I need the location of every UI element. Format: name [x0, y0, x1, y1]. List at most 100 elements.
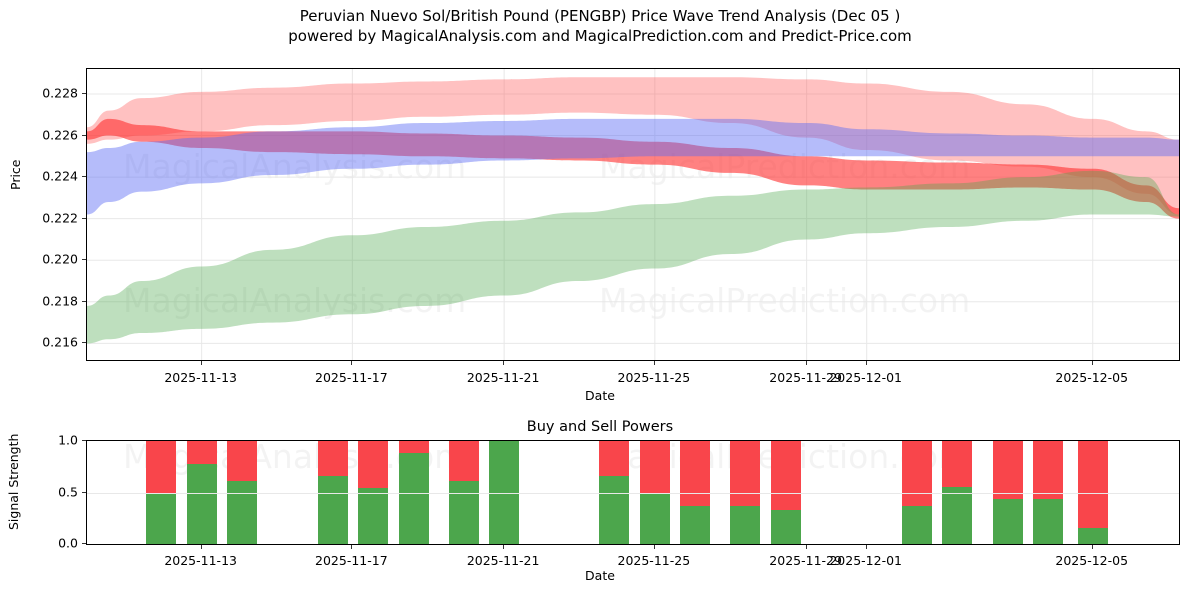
sell-power-segment [186, 441, 217, 464]
price-y-tick: 0.226 [42, 127, 78, 142]
sell-power-segment [639, 441, 670, 494]
buy-power-segment [942, 487, 973, 544]
price-y-tickmark [82, 300, 86, 302]
sell-power-segment [146, 441, 177, 493]
sell-power-segment [358, 441, 389, 489]
signal-x-tick-labels: 2025-11-13 2025-11-17 2025-11-21 2025-11-25… [0, 545, 1200, 575]
price-wave-bands [87, 69, 1179, 360]
buy-power-segment [448, 481, 479, 544]
signal-bar [680, 441, 711, 544]
signal-bar [358, 441, 389, 544]
signal-bar [730, 441, 761, 544]
price-x-tick: 2025-11-29 [769, 370, 842, 385]
buy-power-segment [186, 463, 217, 544]
price-y-tickmark [82, 342, 86, 344]
signal-x-tick: 2025-11-13 [164, 553, 237, 568]
price-x-tickmark [200, 361, 202, 365]
price-x-tickmark [653, 361, 655, 365]
signal-chart-area: MagicalAnalysis.com MagicalPrediction.co… [86, 440, 1180, 545]
sell-power-segment [317, 441, 348, 477]
price-y-tickmark [82, 217, 86, 219]
signal-bar [186, 441, 217, 544]
signal-y-tickmark [82, 543, 86, 544]
buy-power-segment [730, 505, 761, 544]
signal-bar [1077, 441, 1108, 544]
signal-x-tick: 2025-11-25 [617, 553, 691, 568]
page-subtitle: powered by MagicalAnalysis.com and Magic… [288, 27, 912, 45]
signal-bar [1032, 441, 1063, 544]
signal-bar [398, 441, 429, 544]
signal-y-tick-labels: 0.0 0.5 1.0 [0, 433, 78, 551]
price-y-tick: 0.224 [42, 168, 78, 184]
signal-x-tickmark [865, 545, 867, 549]
signal-bar [227, 441, 258, 544]
price-x-tick: 2025-11-21 [466, 370, 540, 385]
signal-bar [992, 441, 1023, 544]
signal-x-tickmark [200, 545, 202, 549]
sell-power-segment [1077, 441, 1108, 528]
buy-power-segment [398, 453, 429, 544]
page-title: Peruvian Nuevo Sol/British Pound (PENGBP… [299, 7, 901, 25]
signal-bar [317, 441, 348, 544]
price-x-tickmark [351, 361, 353, 365]
price-x-tick: 2025-11-25 [617, 370, 691, 385]
sell-power-segment [680, 441, 711, 506]
signal-gridline [87, 492, 1179, 494]
signal-bar [146, 441, 177, 544]
signal-x-tick: 2025-11-21 [466, 553, 540, 568]
signal-x-tickmark [805, 545, 807, 549]
signal-chart-title: Buy and Sell Powers [526, 419, 674, 435]
buy-power-segment [1077, 527, 1108, 544]
signal-x-tick: 2025-11-17 [315, 553, 388, 568]
sell-power-segment [942, 441, 973, 488]
signal-bar [599, 441, 630, 544]
sell-power-segment [992, 441, 1023, 499]
price-band [87, 77, 1179, 215]
price-band [87, 118, 1179, 219]
price-y-tick: 0.222 [42, 210, 78, 226]
price-y-tickmark [82, 259, 86, 261]
price-x-tick: 2025-11-17 [315, 370, 388, 385]
price-y-tick: 0.228 [42, 85, 78, 101]
signal-x-tick: 2025-11-29 [769, 553, 842, 568]
chart-title-block: Peruvian Nuevo Sol/British Pound (PENGBP… [0, 6, 1200, 46]
buy-power-segment [317, 476, 348, 544]
price-x-tickmark [805, 361, 807, 365]
signal-bar [770, 441, 801, 544]
signal-y-tickmark [82, 491, 86, 493]
sell-power-segment [901, 441, 932, 506]
price-x-tickmark [503, 361, 505, 365]
signal-x-tickmark [1091, 545, 1093, 549]
price-y-tickmark [82, 176, 86, 178]
signal-bar [639, 441, 670, 544]
signal-x-tick: 2025-12-01 [829, 553, 903, 568]
price-y-tick: 0.216 [42, 334, 78, 350]
signal-bar [448, 441, 479, 544]
price-y-tickmark [82, 134, 86, 136]
buy-power-segment [770, 510, 801, 544]
sell-power-segment [448, 441, 479, 482]
signal-x-axis-label: Date [585, 568, 615, 583]
sell-power-segment [1032, 441, 1063, 499]
signal-x-tickmark [503, 545, 505, 549]
price-x-tick-labels: 2025-11-13 2025-11-17 2025-11-21 2025-11-25… [0, 361, 1200, 391]
buy-power-segment [639, 493, 670, 544]
buy-power-segment [901, 505, 932, 544]
sell-power-segment [770, 441, 801, 510]
sell-power-segment [599, 441, 630, 477]
sell-power-segment [227, 441, 258, 482]
price-y-tickmark [82, 92, 86, 94]
price-x-tick: 2025-12-05 [1055, 370, 1129, 385]
price-x-tickmark [865, 361, 867, 365]
price-x-tick: 2025-11-13 [164, 370, 237, 385]
signal-x-tick: 2025-12-05 [1055, 553, 1129, 568]
signal-bar [942, 441, 973, 544]
buy-power-segment [358, 488, 389, 544]
signal-x-tickmark [351, 545, 353, 549]
buy-power-segment [992, 498, 1023, 544]
buy-power-segment [146, 492, 177, 544]
sell-power-segment [730, 441, 761, 506]
price-x-axis-label: Date [585, 388, 615, 403]
signal-y-tick: 1.0 [58, 432, 78, 448]
